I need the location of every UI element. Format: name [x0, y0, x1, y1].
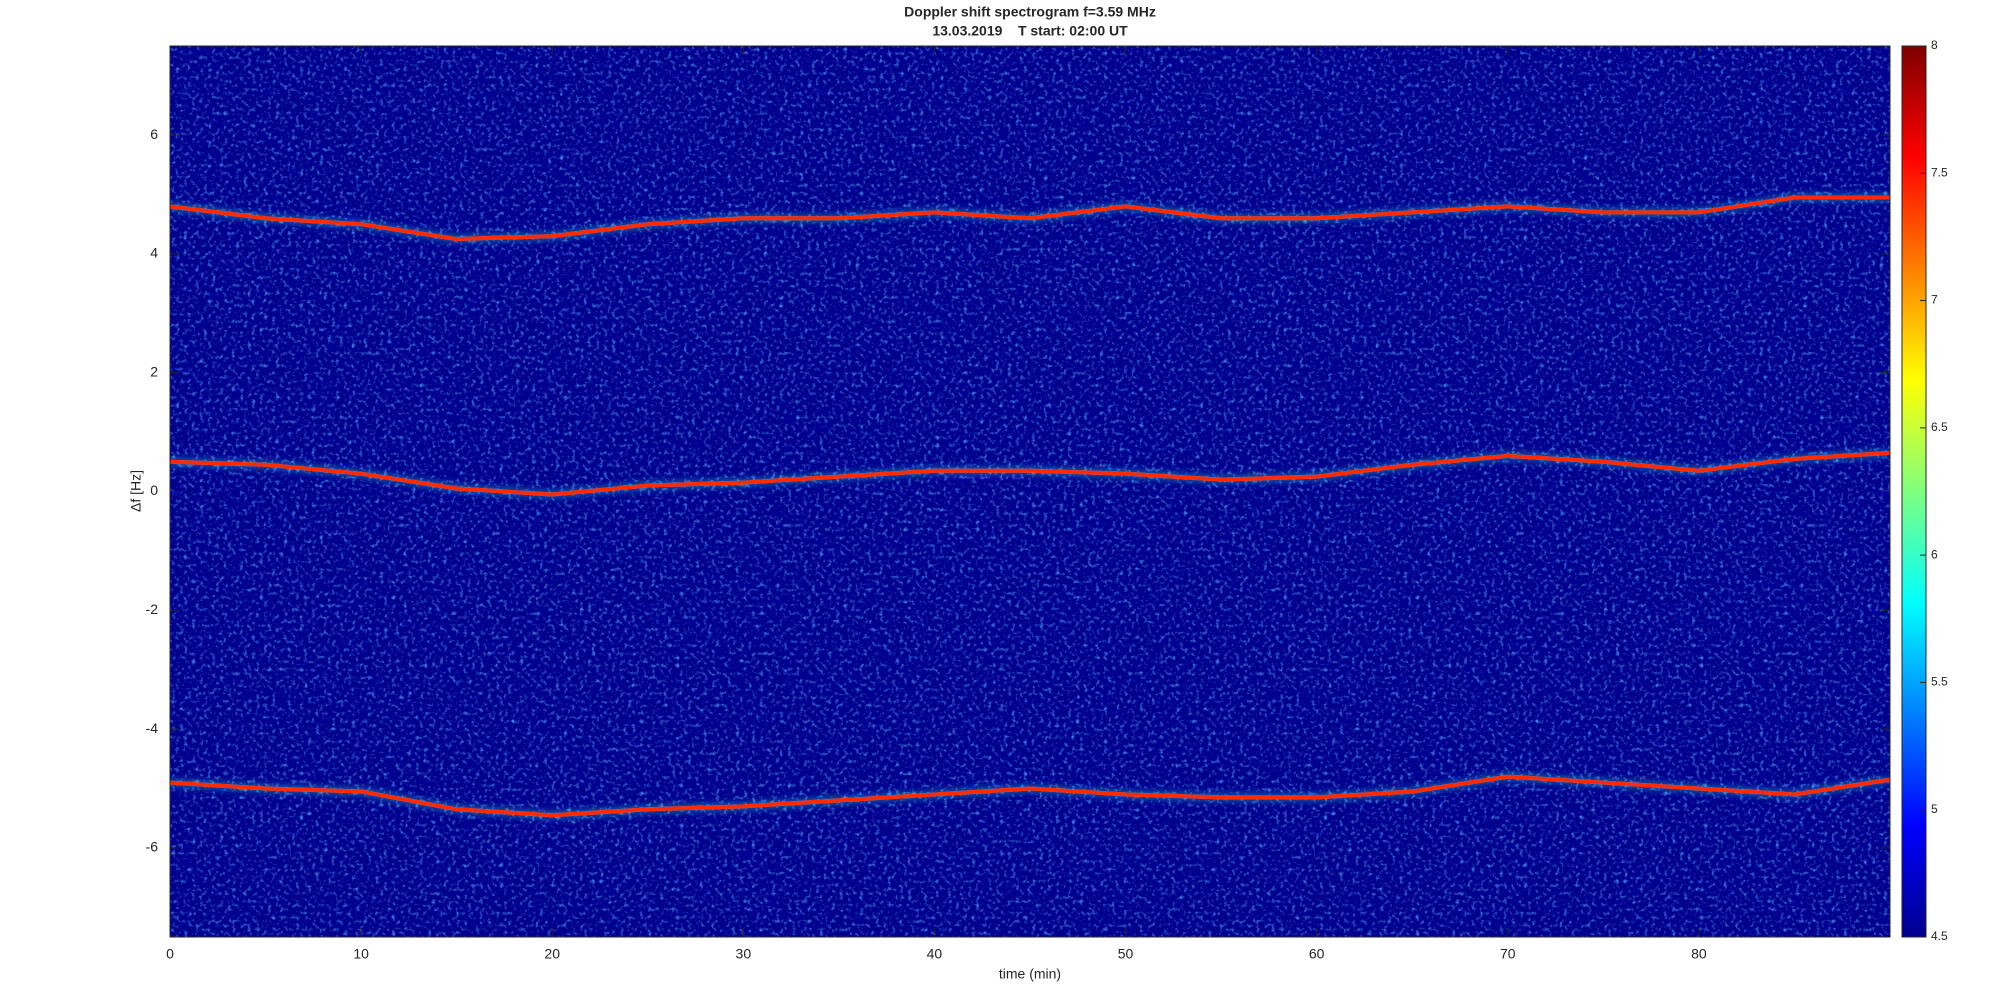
colorbar-tick-label: 5	[1931, 802, 1938, 816]
y-axis-label: Δf [Hz]	[128, 470, 144, 512]
x-tick-label: 40	[927, 946, 943, 962]
x-tick-label: 0	[166, 946, 174, 962]
x-tick-label: 60	[1309, 946, 1325, 962]
colorbar-tick-label: 8	[1931, 38, 1938, 52]
colorbar-tick-label: 5.5	[1931, 675, 1948, 689]
x-tick-label: 30	[736, 946, 752, 962]
y-tick-label: 0	[150, 482, 158, 498]
colorbar-tick-label: 4.5	[1931, 929, 1948, 943]
x-tick-label: 10	[353, 946, 369, 962]
colorbar	[1902, 46, 1926, 937]
chart-title: Doppler shift spectrogram f=3.59 MHz	[904, 4, 1156, 20]
colorbar-frame	[1901, 45, 1927, 938]
x-tick-label: 80	[1691, 946, 1707, 962]
colorbar-tick-label: 7.5	[1931, 165, 1948, 179]
y-tick-label: 2	[150, 363, 158, 379]
traces	[170, 195, 1890, 818]
x-axis-label: time (min)	[999, 966, 1061, 982]
colorbar-tick-label: 7	[1931, 293, 1938, 307]
trace-line	[170, 195, 1890, 242]
y-tick-label: 4	[150, 245, 158, 261]
y-tick-label: -6	[146, 839, 159, 855]
colorbar-tick-label: 6	[1931, 547, 1938, 561]
chart-subtitle: 13.03.2019 T start: 02:00 UT	[932, 23, 1128, 39]
y-tick-label: -2	[146, 601, 159, 617]
x-tick-label: 50	[1118, 946, 1134, 962]
trace-line	[170, 450, 1890, 497]
y-tick-label: -4	[146, 720, 159, 736]
x-tick-label: 70	[1500, 946, 1516, 962]
colorbar-tick-label: 6.5	[1931, 420, 1948, 434]
trace-line	[170, 774, 1890, 818]
y-tick-label: 6	[150, 126, 158, 142]
x-tick-label: 20	[544, 946, 560, 962]
